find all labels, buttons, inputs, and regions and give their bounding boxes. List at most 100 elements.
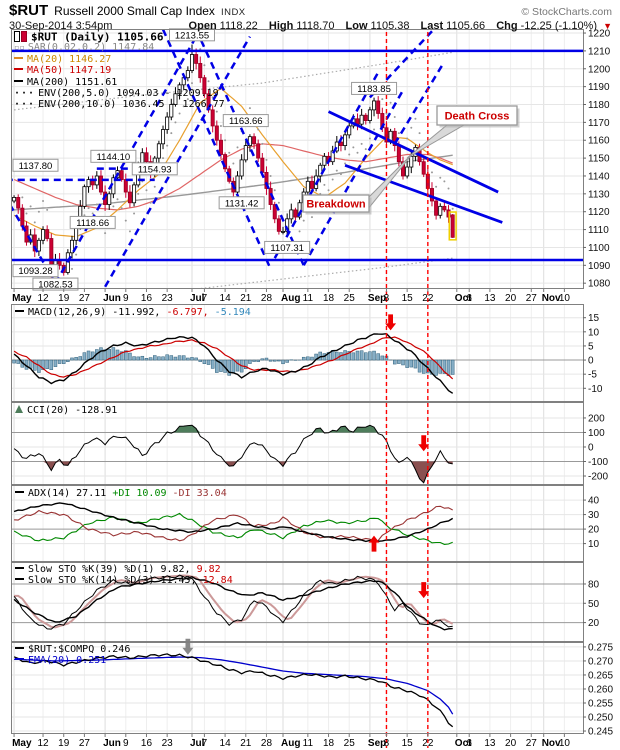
svg-text:16: 16 <box>141 293 153 304</box>
svg-text:28: 28 <box>261 293 273 304</box>
svg-text:1082.53: 1082.53 <box>38 280 72 291</box>
svg-text:18: 18 <box>323 293 335 304</box>
svg-text:1118.66: 1118.66 <box>76 218 109 229</box>
svg-text:27: 27 <box>79 293 91 304</box>
svg-text:1120: 1120 <box>588 207 610 218</box>
svg-text:1090: 1090 <box>588 261 611 272</box>
svg-text:Death Cross: Death Cross <box>445 111 510 123</box>
svg-text:5: 5 <box>588 341 594 352</box>
death-cross-callout: Death Cross <box>406 105 520 159</box>
svg-text:20: 20 <box>505 293 517 304</box>
svg-text:1220: 1220 <box>588 29 611 40</box>
legend-sto14-row: Slow STO %K(14) %D(3) 11.45, 12.84 <box>15 575 233 586</box>
ma200-line-icon <box>14 79 23 82</box>
svg-text:23: 23 <box>162 738 174 749</box>
svg-text:Jul: Jul <box>190 738 205 749</box>
svg-text:1080: 1080 <box>588 279 611 290</box>
symbol-label: $RUT <box>9 2 49 19</box>
svg-text:15: 15 <box>588 313 600 324</box>
svg-text:15: 15 <box>402 293 414 304</box>
svg-text:-100: -100 <box>588 457 608 468</box>
svg-text:9: 9 <box>123 293 129 304</box>
svg-text:6: 6 <box>466 293 472 304</box>
adx-panel <box>13 502 454 545</box>
high-label: High <box>268 20 294 32</box>
env-dots-icon: ··· <box>14 99 36 111</box>
svg-text:100: 100 <box>588 428 605 439</box>
svg-text:Oct: Oct <box>455 293 472 304</box>
legend-macd-row: MACD(12,26,9) -11.992, -6.797, -5.194 <box>15 307 251 318</box>
svg-text:11: 11 <box>303 738 314 749</box>
low-value: 1105.38 <box>370 20 410 32</box>
last-label: Last <box>420 20 444 32</box>
svg-text:80: 80 <box>588 579 600 590</box>
svg-text:14: 14 <box>220 293 232 304</box>
svg-text:1200: 1200 <box>588 64 611 75</box>
svg-text:20: 20 <box>588 618 600 629</box>
chart-header: $RUT Russell 2000 Small Cap Index INDX ©… <box>0 0 620 32</box>
svg-text:May: May <box>12 738 32 749</box>
svg-text:Aug: Aug <box>281 738 300 749</box>
macd-panel <box>12 332 455 394</box>
svg-text:1140: 1140 <box>588 171 610 182</box>
macd-line-icon <box>15 310 24 312</box>
legend-ema-row: EMA(20) 0.251 <box>15 655 130 666</box>
svg-text:40: 40 <box>588 496 600 507</box>
candlestick-icon <box>14 31 20 42</box>
svg-text:8: 8 <box>384 738 390 749</box>
ma20-line-icon <box>14 56 23 59</box>
svg-text:13: 13 <box>484 293 496 304</box>
svg-text:-10: -10 <box>588 384 603 395</box>
svg-text:14: 14 <box>220 738 232 749</box>
sto39-line-icon <box>15 567 24 569</box>
svg-text:0.255: 0.255 <box>588 699 613 710</box>
datetime-label: 30-Sep-2014 3:54pm <box>9 20 113 32</box>
svg-text:12: 12 <box>37 738 49 749</box>
svg-text:0: 0 <box>588 442 594 453</box>
sar-icon: ▫▫ <box>14 43 25 54</box>
svg-text:1144.10: 1144.10 <box>97 152 131 163</box>
legend-cci-row: CCI(20) -128.91 <box>15 405 117 416</box>
index-name: Russell 2000 Small Cap Index <box>54 4 215 18</box>
svg-text:Jun: Jun <box>103 293 121 304</box>
svg-text:May: May <box>12 293 32 304</box>
svg-text:Oct: Oct <box>455 738 472 749</box>
svg-text:1183.85: 1183.85 <box>357 84 391 95</box>
svg-text:1160: 1160 <box>588 136 610 147</box>
svg-text:10: 10 <box>559 293 571 304</box>
svg-text:6: 6 <box>466 738 472 749</box>
svg-text:1213.55: 1213.55 <box>175 30 209 41</box>
svg-text:Sep: Sep <box>368 738 386 749</box>
svg-text:Aug: Aug <box>281 293 300 304</box>
adx-legend: ADX(14) 27.11 +DI 10.09 -DI 33.04 <box>15 488 227 499</box>
svg-text:0.245: 0.245 <box>588 727 613 738</box>
down-triangle-icon: ▼ <box>603 21 612 31</box>
chg-label: Chg <box>496 20 518 32</box>
svg-text:1163.66: 1163.66 <box>229 116 263 127</box>
svg-text:15: 15 <box>402 738 414 749</box>
legend-adx-row: ADX(14) 27.11 +DI 10.09 -DI 33.04 <box>15 488 227 499</box>
svg-text:200: 200 <box>588 413 605 424</box>
ratio-legend: $RUT:$COMPQ 0.246 EMA(20) 0.251 <box>15 644 130 667</box>
cci-panel <box>13 424 453 484</box>
legend-symbol-row: $RUT (Daily) 1105.66 <box>14 31 225 43</box>
svg-text:10: 10 <box>559 738 571 749</box>
ema-line-icon <box>15 658 24 661</box>
svg-text:1150: 1150 <box>588 154 610 165</box>
svg-text:0.250: 0.250 <box>588 713 613 724</box>
high-value: 1118.70 <box>296 20 335 32</box>
svg-text:1190: 1190 <box>588 82 610 93</box>
open-value: 1118.22 <box>219 20 258 32</box>
svg-text:1093.28: 1093.28 <box>18 266 52 277</box>
svg-text:7: 7 <box>202 293 208 304</box>
svg-text:1100: 1100 <box>588 243 610 254</box>
svg-text:Breakdown: Breakdown <box>306 199 366 211</box>
cci-legend: CCI(20) -128.91 <box>15 405 117 416</box>
svg-text:7: 7 <box>202 738 208 749</box>
legend-ma50-row: MA(50) 1147.19 <box>14 65 225 76</box>
svg-text:12: 12 <box>37 293 49 304</box>
macd-legend: MACD(12,26,9) -11.992, -6.797, -5.194 <box>15 307 251 318</box>
